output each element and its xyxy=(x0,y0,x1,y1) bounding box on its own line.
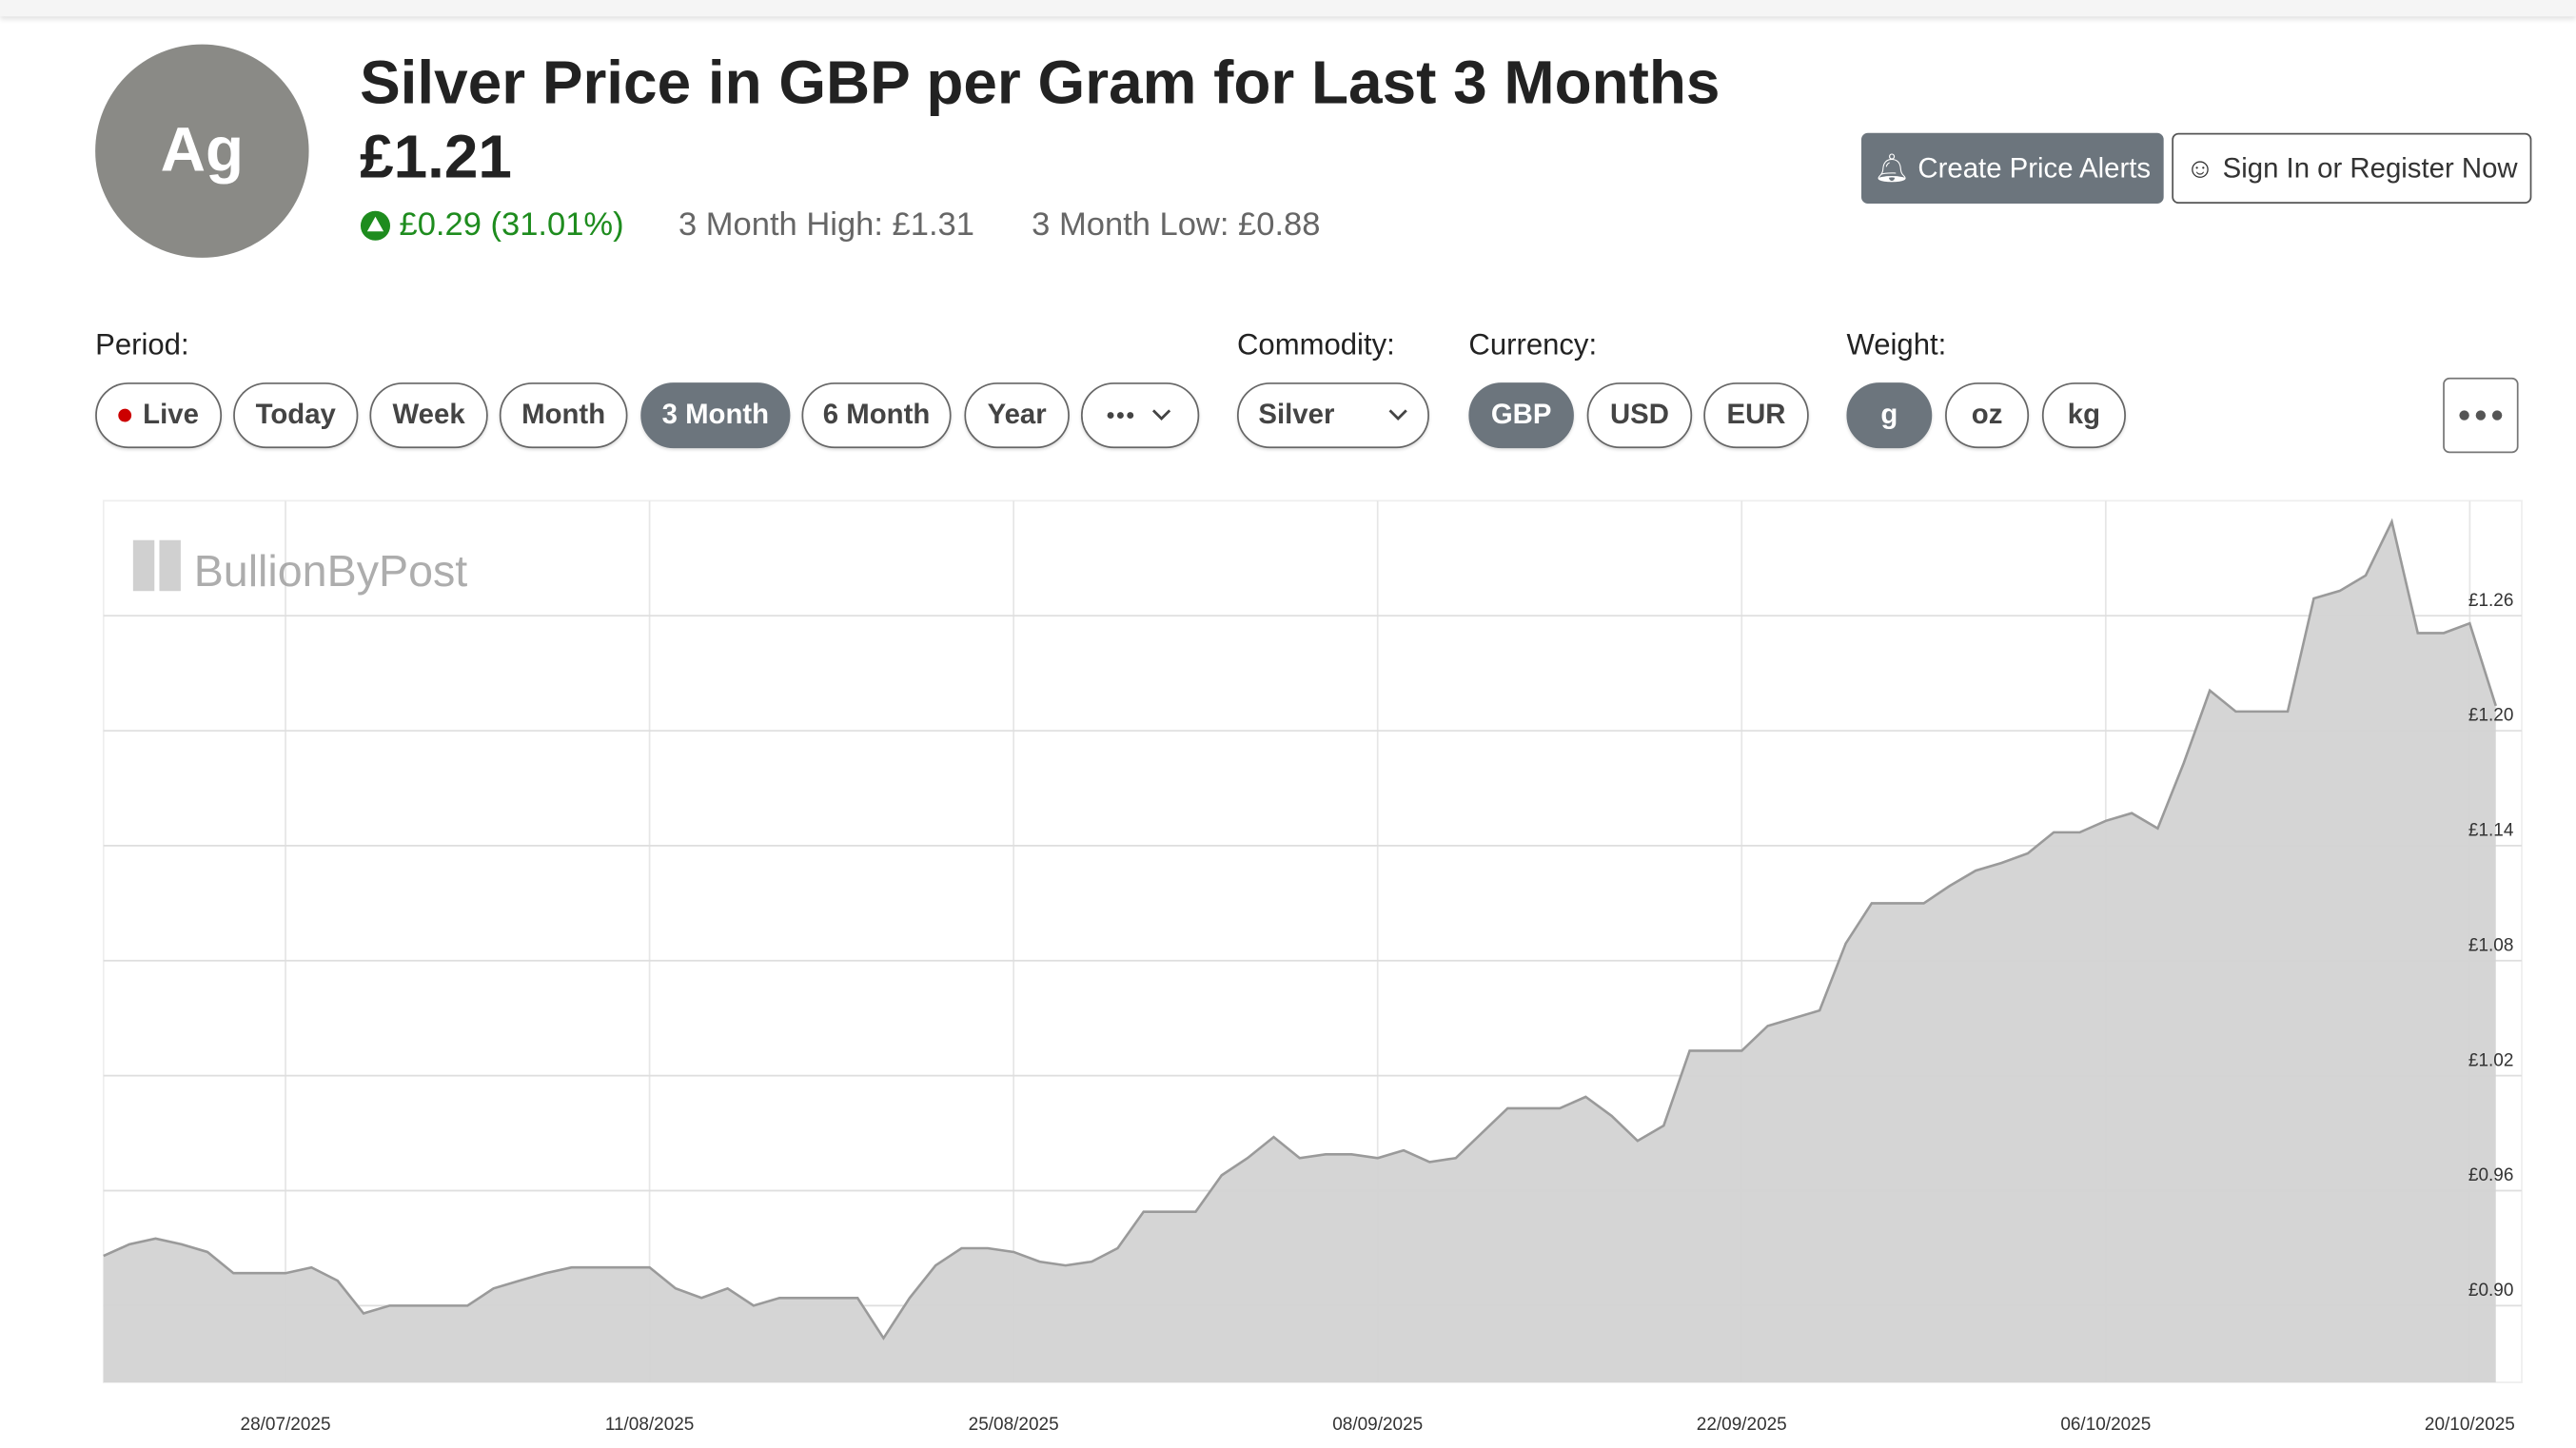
period-option[interactable]: Live xyxy=(95,382,223,449)
avatar: Ag xyxy=(95,44,309,258)
period-option[interactable]: Today xyxy=(233,382,359,449)
y-tick-label: £0.96 xyxy=(2468,1165,2513,1185)
menu-icon xyxy=(2459,410,2503,421)
area xyxy=(103,521,2496,1382)
x-tick-label: 08/09/2025 xyxy=(1332,1415,1423,1435)
top-bar xyxy=(0,0,2576,17)
line xyxy=(103,518,2497,1340)
period-option[interactable]: 6 Month xyxy=(801,382,952,449)
x-tick-label: 06/10/2025 xyxy=(2060,1415,2151,1435)
weight-option[interactable]: g xyxy=(1846,382,1933,449)
currency-label: Currency: xyxy=(1468,328,1598,362)
currency-option[interactable]: EUR xyxy=(1703,382,1809,449)
weight-option[interactable]: kg xyxy=(2041,382,2126,449)
option-text: Live xyxy=(143,399,199,431)
x-tick-label: 25/08/2025 xyxy=(969,1415,1059,1435)
more-periods[interactable] xyxy=(1080,382,1200,449)
sign-in-button[interactable]: ☺︎ Sign In or Register Now xyxy=(2172,132,2532,204)
period-option[interactable]: Year xyxy=(964,382,1070,449)
x-tick-label: 20/10/2025 xyxy=(2425,1415,2515,1435)
watermark-logo xyxy=(132,539,155,592)
currency-option[interactable]: USD xyxy=(1586,382,1693,449)
price-change: £0.29 (31.01%) xyxy=(399,206,624,244)
currency-option[interactable]: GBP xyxy=(1468,382,1574,449)
y-tick-label: £1.14 xyxy=(2468,821,2513,841)
up-icon xyxy=(360,210,391,241)
x-tick-label: 11/08/2025 xyxy=(605,1415,695,1435)
y-tick-label: £1.02 xyxy=(2468,1050,2513,1070)
x-tick-label: 22/09/2025 xyxy=(1697,1415,1787,1435)
commodity-select[interactable]: Silver xyxy=(1236,382,1429,449)
button-label: Sign In or Register Now xyxy=(2222,151,2518,184)
x-tick-label: 28/07/2025 xyxy=(241,1415,331,1435)
y-tick-label: £1.26 xyxy=(2468,591,2513,611)
y-tick-label: £0.90 xyxy=(2468,1281,2513,1301)
chevron xyxy=(1388,409,1407,421)
period-option[interactable]: 3 Month xyxy=(640,382,791,449)
period-option[interactable]: Month xyxy=(499,382,628,449)
commodity-label: Commodity: xyxy=(1236,328,1395,362)
period-option[interactable]: Week xyxy=(369,382,488,449)
watermark-logo xyxy=(159,539,181,592)
watermark: BullionByPost xyxy=(194,546,468,596)
period-low: 3 Month Low: £0.88 xyxy=(1032,206,1321,244)
weight-option[interactable]: oz xyxy=(1945,382,2030,449)
y-tick-label: £1.08 xyxy=(2468,935,2513,955)
y-tick-label: £1.20 xyxy=(2468,706,2513,726)
page-title: Silver Price in GBP per Gram for Last 3 … xyxy=(360,49,1721,117)
menu-button[interactable] xyxy=(2443,377,2519,454)
more-icon xyxy=(1107,409,1171,421)
button-label: Create Price Alerts xyxy=(1917,151,2152,184)
period-high: 3 Month High: £1.31 xyxy=(678,206,974,244)
create-alerts-button[interactable]: 🔔︎ Create Price Alerts xyxy=(1861,132,2164,204)
period-label: Period: xyxy=(95,328,189,362)
weight-label: Weight: xyxy=(1846,328,1947,362)
select-value: Silver xyxy=(1258,399,1335,431)
price: £1.21 xyxy=(360,123,512,191)
